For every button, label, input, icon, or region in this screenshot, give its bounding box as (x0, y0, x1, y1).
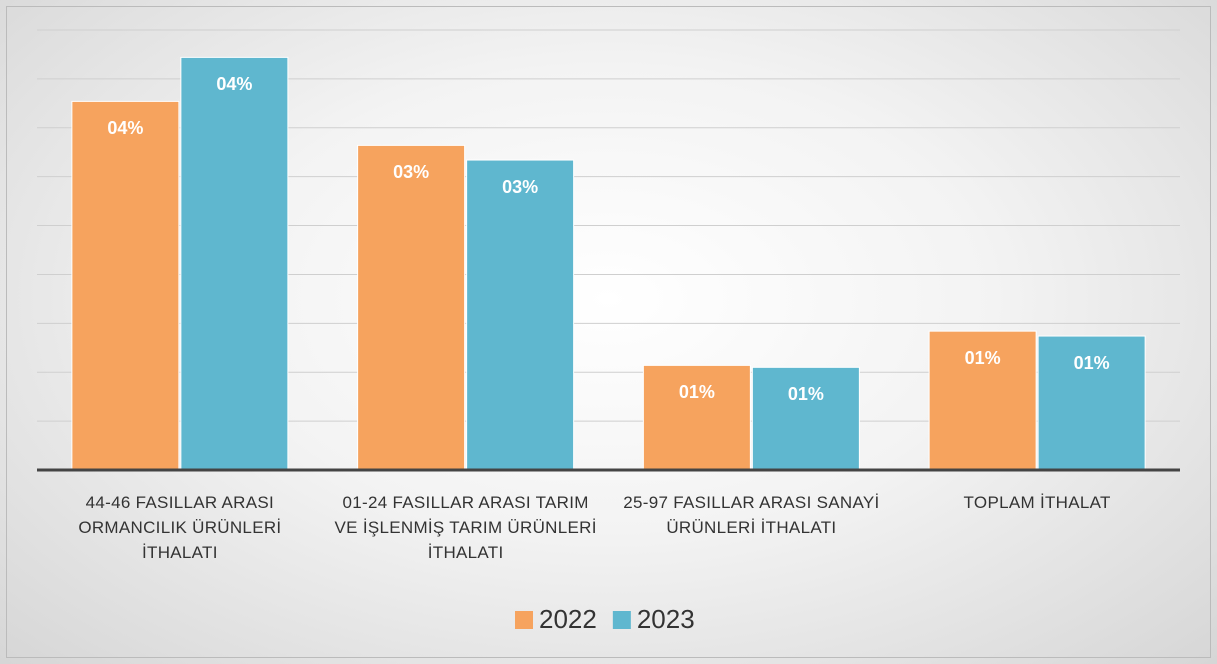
x-tick-label: 44-46 FASILLAR ARASI ORMANCILIK ÜRÜNLERİ… (78, 493, 282, 562)
legend-label: 2022 (539, 604, 597, 634)
bar (642, 364, 751, 471)
bar (466, 159, 575, 471)
data-label: 03% (502, 177, 538, 197)
bar (180, 56, 289, 471)
data-label: 01% (965, 348, 1001, 368)
x-tick-label: 01-24 FASILLAR ARASI TARIM VE İŞLENMİŞ T… (334, 493, 597, 562)
data-label: 01% (679, 382, 715, 402)
data-label: 03% (393, 162, 429, 182)
legend-swatch (515, 611, 533, 629)
chart-border (6, 6, 1211, 658)
legend-swatch (612, 611, 631, 629)
bar (357, 144, 466, 471)
data-label: 01% (788, 384, 824, 404)
bar (1037, 335, 1146, 471)
x-tick-label: 25-97 FASILLAR ARASI SANAYİ ÜRÜNLERİ İTH… (623, 493, 880, 537)
bar (71, 100, 180, 471)
bar (751, 366, 860, 471)
data-label: 04% (107, 118, 143, 138)
data-label: 04% (216, 74, 252, 94)
x-tick-label: TOPLAM İTHALAT (963, 493, 1111, 512)
data-label: 01% (1074, 353, 1110, 373)
legend-label: 2023 (637, 604, 695, 634)
